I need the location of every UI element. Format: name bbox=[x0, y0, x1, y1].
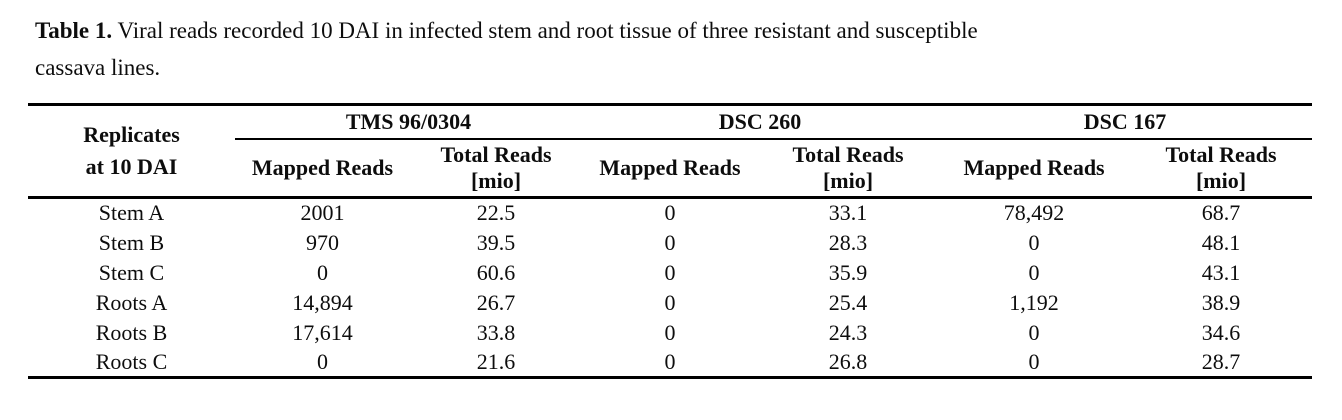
cell: 26.8 bbox=[828, 348, 868, 374]
caption-line-2: cassava lines. bbox=[35, 49, 978, 86]
table-row: Roots C 0 21.6 0 26.8 0 28.7 bbox=[28, 348, 1312, 378]
cell: 0 bbox=[317, 348, 328, 374]
cell: 1,192 bbox=[1009, 289, 1059, 315]
col-header-total-reads-tms: Total Reads [mio] bbox=[410, 138, 583, 199]
cell: 68.7 bbox=[1201, 200, 1241, 226]
row-label: Stem B bbox=[98, 229, 165, 255]
row-label: Roots A bbox=[95, 289, 168, 315]
total-reads-unit: [mio] bbox=[822, 167, 874, 193]
cell: 38.9 bbox=[1201, 289, 1241, 315]
cell: 60.6 bbox=[476, 259, 516, 285]
cell: 28.3 bbox=[828, 229, 868, 255]
table-caption: Table 1. Viral reads recorded 10 DAI in … bbox=[35, 12, 978, 86]
caption-label: Table 1. bbox=[35, 18, 113, 43]
cell: 0 bbox=[1028, 348, 1040, 374]
cell: 22.5 bbox=[476, 200, 516, 226]
total-reads-unit: [mio] bbox=[470, 167, 522, 193]
cell: 0 bbox=[664, 289, 676, 315]
cell: 48.1 bbox=[1201, 229, 1241, 255]
col-header-mapped-reads-dsc167: Mapped Reads bbox=[938, 138, 1131, 199]
header-group-row: Replicates at 10 DAI TMS 96/0304 DSC 260… bbox=[28, 104, 1313, 199]
cell: 43.1 bbox=[1201, 259, 1241, 285]
row-label: Stem C bbox=[98, 259, 165, 285]
cell: 14,894 bbox=[292, 289, 353, 315]
cell: 0 bbox=[317, 259, 328, 285]
total-reads-unit: [mio] bbox=[1195, 167, 1247, 193]
cell: 0 bbox=[664, 319, 676, 345]
caption-line-1: Table 1. Viral reads recorded 10 DAI in … bbox=[35, 12, 978, 49]
cell: 0 bbox=[1028, 319, 1040, 345]
caption-text-line1: Viral reads recorded 10 DAI in infected … bbox=[117, 18, 978, 43]
table-row: Stem C 0 60.6 0 35.9 0 43.1 bbox=[28, 258, 1312, 288]
row-header: Replicates at 10 DAI bbox=[28, 104, 235, 199]
data-table: Replicates at 10 DAI TMS 96/0304 DSC 260… bbox=[28, 103, 1313, 379]
cell: 24.3 bbox=[828, 319, 868, 345]
group-header-dsc-260: DSC 260 bbox=[582, 104, 939, 140]
col-header-total-reads-dsc260: Total Reads [mio] bbox=[758, 138, 939, 199]
row-header-line1: Replicates bbox=[83, 122, 180, 147]
cell: 970 bbox=[306, 229, 339, 255]
cell: 17,614 bbox=[292, 319, 353, 345]
total-reads-label: Total Reads bbox=[1165, 141, 1277, 167]
total-reads-label: Total Reads bbox=[440, 141, 552, 167]
table-row: Stem B 970 39.5 0 28.3 0 48.1 bbox=[28, 228, 1312, 258]
total-reads-label: Total Reads bbox=[792, 141, 904, 167]
cell: 0 bbox=[664, 348, 676, 374]
col-header-mapped-reads-tms: Mapped Reads bbox=[235, 138, 410, 199]
table-row: Roots A 14,894 26.7 0 25.4 1,192 38.9 bbox=[28, 288, 1312, 318]
caption-text-line2: cassava lines. bbox=[35, 55, 161, 80]
cell: 0 bbox=[1028, 229, 1040, 255]
row-header-line2: at 10 DAI bbox=[85, 154, 178, 179]
row-label: Stem A bbox=[98, 200, 165, 226]
cell: 0 bbox=[664, 259, 676, 285]
cell: 39.5 bbox=[476, 229, 516, 255]
row-label: Roots C bbox=[95, 348, 168, 374]
cell: 2001 bbox=[300, 200, 345, 226]
header-sub-row: Mapped Reads Total Reads [mio] Mapped Re… bbox=[28, 138, 1313, 199]
group-header-tms-96-0304: TMS 96/0304 bbox=[235, 104, 583, 140]
table-row: Roots B 17,614 33.8 0 24.3 0 34.6 bbox=[28, 318, 1312, 348]
cell: 33.1 bbox=[828, 200, 868, 226]
cell: 34.6 bbox=[1201, 319, 1241, 345]
cell: 33.8 bbox=[476, 319, 516, 345]
row-label: Roots B bbox=[95, 319, 168, 345]
cell: 78,492 bbox=[1003, 200, 1065, 226]
cell: 0 bbox=[664, 229, 676, 255]
cell: 28.7 bbox=[1201, 348, 1241, 374]
col-header-mapped-reads-dsc260: Mapped Reads bbox=[582, 138, 759, 199]
table-row: Stem A 2001 22.5 0 33.1 78,492 68.7 bbox=[28, 198, 1312, 228]
cell: 0 bbox=[664, 200, 676, 226]
group-header-dsc-167: DSC 167 bbox=[938, 104, 1313, 140]
cell: 25.4 bbox=[828, 289, 868, 315]
cell: 0 bbox=[1028, 259, 1040, 285]
col-header-total-reads-dsc167: Total Reads [mio] bbox=[1130, 138, 1313, 199]
cell: 26.7 bbox=[476, 289, 516, 315]
cell: 35.9 bbox=[828, 259, 868, 285]
cell: 21.6 bbox=[476, 348, 516, 374]
